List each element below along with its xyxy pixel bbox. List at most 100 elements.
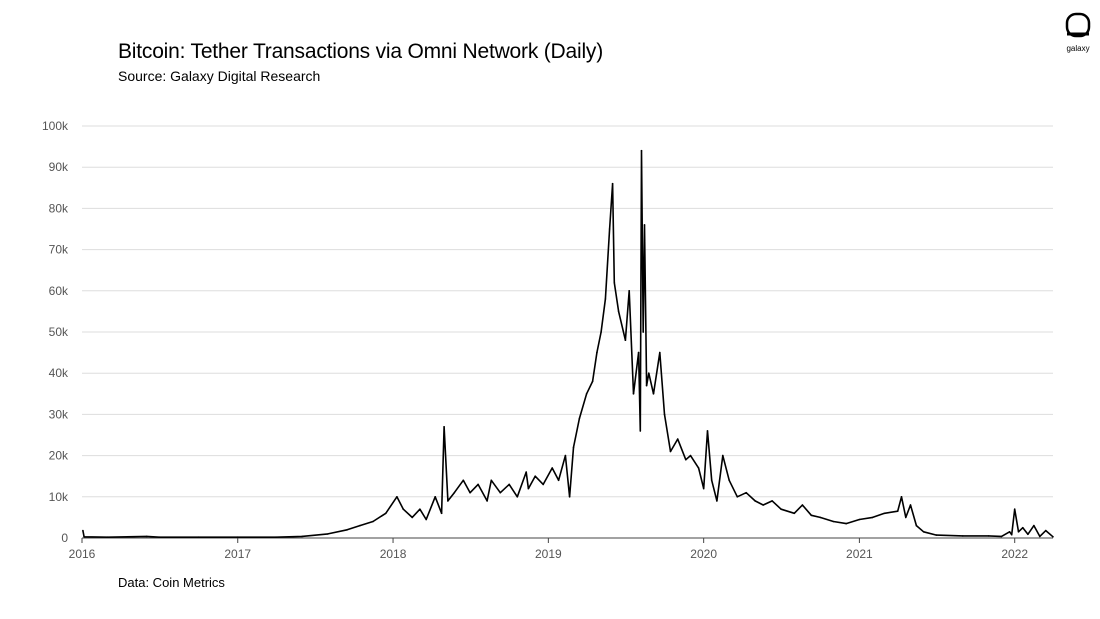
data-point: [443, 426, 445, 428]
data-point: [82, 529, 84, 532]
data-point: [396, 496, 398, 498]
data-point: [145, 535, 148, 538]
y-tick-label: 60k: [49, 284, 69, 298]
logo-text: galaxy: [1066, 44, 1090, 53]
data-point: [411, 516, 414, 519]
data-point: [728, 479, 730, 482]
data-point: [608, 228, 611, 230]
y-axis-tick-labels: 0 10k 20k 30k 40k 50k 60k 70k 80k 90k 100k: [42, 119, 69, 545]
y-tick-label: 80k: [49, 201, 69, 215]
data-point: [642, 331, 644, 333]
data-point: [637, 351, 640, 354]
data-point: [572, 446, 575, 449]
data-point: [1013, 508, 1016, 511]
data-point: [710, 479, 713, 482]
series-layer: [82, 149, 1054, 539]
data-point: [819, 516, 821, 519]
data-point: [669, 450, 672, 453]
x-tick-label: 2019: [535, 547, 562, 561]
data-point: [905, 516, 907, 519]
data-point: [685, 458, 687, 461]
data-point: [499, 491, 502, 494]
data-point: [568, 496, 571, 498]
data-point: [762, 504, 764, 506]
data-point: [858, 518, 861, 521]
data-point: [527, 487, 530, 490]
data-point: [600, 331, 602, 333]
data-point: [632, 393, 635, 395]
galaxy-logo: galaxy: [1062, 12, 1094, 53]
data-point: [652, 393, 655, 395]
data-point: [663, 413, 666, 416]
data-point: [516, 496, 519, 498]
data-point: [915, 524, 918, 527]
data-point: [624, 339, 627, 342]
y-tick-label: 90k: [49, 160, 69, 174]
data-point: [706, 430, 709, 432]
data-point: [557, 479, 560, 482]
data-point: [1039, 535, 1041, 538]
data-point: [440, 512, 443, 515]
chart-title: Bitcoin: Tether Transactions via Omni Ne…: [118, 40, 604, 63]
data-point: [643, 224, 646, 226]
data-point: [922, 531, 925, 533]
data-point: [935, 534, 938, 536]
galaxy-logo-icon: [1065, 12, 1091, 38]
data-point: [1045, 529, 1047, 532]
data-point: [722, 454, 724, 457]
y-tick-label: 50k: [49, 325, 69, 339]
data-point: [578, 417, 581, 420]
data-point: [462, 479, 465, 482]
chart-subtitle: Source: Galaxy Digital Research: [118, 68, 321, 84]
data-point: [987, 535, 990, 537]
y-tick-label: 40k: [49, 366, 69, 380]
data-point: [469, 491, 471, 494]
data-point: [564, 454, 567, 457]
data-point: [1017, 531, 1020, 533]
data-point: [793, 512, 796, 515]
x-tick-label: 2021: [846, 547, 873, 561]
data-point: [158, 536, 161, 538]
data-point: [648, 372, 650, 375]
gridlines: [82, 125, 1053, 498]
data-point: [525, 471, 527, 473]
data-point: [197, 536, 200, 538]
data-point: [771, 500, 773, 502]
data-point: [1033, 524, 1035, 527]
y-tick-label: 70k: [49, 243, 69, 257]
data-point: [106, 536, 109, 538]
data-source-note: Data: Coin Metrics: [118, 575, 225, 590]
data-point: [346, 529, 348, 531]
data-point: [327, 533, 329, 535]
data-point: [585, 393, 588, 395]
data-point: [645, 384, 648, 387]
data-point: [613, 281, 616, 284]
data-point: [434, 496, 437, 498]
data-point: [425, 518, 428, 521]
data-point: [385, 512, 387, 515]
data-point: [745, 491, 747, 494]
data-point: [659, 351, 661, 354]
x-tick-label: 2022: [1001, 547, 1028, 561]
data-point: [697, 467, 700, 469]
data-point: [900, 496, 903, 498]
y-tick-label: 10k: [49, 490, 69, 504]
data-point: [780, 508, 782, 511]
data-point: [359, 524, 361, 527]
data-point: [486, 500, 488, 502]
data-point: [896, 510, 899, 512]
data-point: [639, 430, 642, 432]
data-point: [542, 483, 544, 486]
data-point: [611, 182, 614, 185]
data-point: [447, 500, 449, 502]
data-point: [716, 500, 718, 502]
series-line-0: [82, 149, 1054, 539]
data-point: [702, 487, 705, 490]
data-point: [628, 290, 630, 292]
data-point: [810, 514, 813, 517]
y-tick-label: 30k: [49, 407, 69, 421]
data-point: [604, 298, 607, 300]
data-point: [596, 351, 598, 354]
data-point: [754, 500, 756, 502]
